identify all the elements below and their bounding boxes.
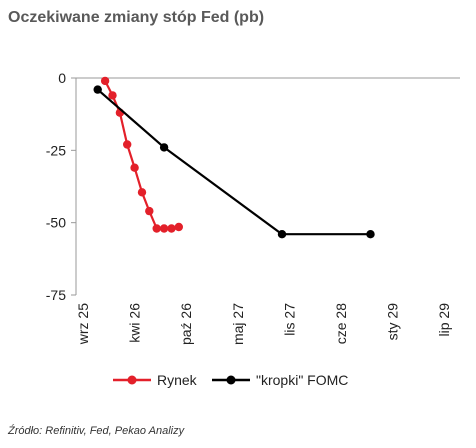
- legend-label-1: "kropki" FOMC: [256, 372, 348, 388]
- data-point-series-0: [100, 76, 110, 86]
- legend-marker-0: [127, 375, 137, 385]
- legend: Rynek "kropki" FOMC: [113, 372, 348, 388]
- chart-title: Oczekiwane zmiany stóp Fed (pb): [8, 9, 265, 26]
- data-point-series-1: [159, 143, 169, 152]
- x-tick-label: lip 29: [436, 303, 452, 337]
- data-point-series-0: [123, 140, 132, 149]
- x-tick-label: paź 26: [178, 303, 194, 345]
- data-point-series-1: [93, 85, 102, 94]
- legend-label-0: Rynek: [157, 372, 198, 388]
- x-tick-label: sty 29: [385, 303, 401, 341]
- data-point-series-0: [145, 206, 154, 216]
- x-tick-label: cze 28: [333, 303, 349, 344]
- data-point-series-0: [167, 224, 176, 233]
- x-tick-label: wrz 25: [75, 303, 91, 345]
- axes: 0 -25 -50 -75 wrz 25 kwi 26 paź 26 maj 27 lis 27…: [46, 70, 460, 345]
- data-point-series-0: [108, 91, 117, 100]
- y-tick-label: 0: [58, 70, 66, 86]
- series-line-1: [96, 88, 371, 236]
- data-point-series-1: [277, 230, 287, 239]
- series-layer: [93, 76, 375, 239]
- data-point-series-0: [174, 222, 183, 232]
- data-point-series-0: [159, 224, 169, 233]
- data-point-series-0: [137, 188, 147, 197]
- y-tick-label: -50: [46, 215, 66, 231]
- x-tick-label: maj 27: [230, 303, 246, 345]
- data-point-series-0: [152, 224, 161, 233]
- data-point-series-1: [366, 230, 375, 239]
- x-tick-label: lis 27: [281, 303, 297, 336]
- data-point-series-0: [130, 163, 139, 172]
- y-tick-label: -75: [46, 287, 66, 303]
- y-tick-label: -25: [46, 142, 66, 158]
- source-note: Źródło: Refinitiv, Fed, Pekao Analizy: [8, 425, 185, 437]
- legend-marker-1: [226, 375, 236, 385]
- series-line-0: [104, 80, 180, 230]
- x-tick-label: kwi 26: [127, 303, 143, 343]
